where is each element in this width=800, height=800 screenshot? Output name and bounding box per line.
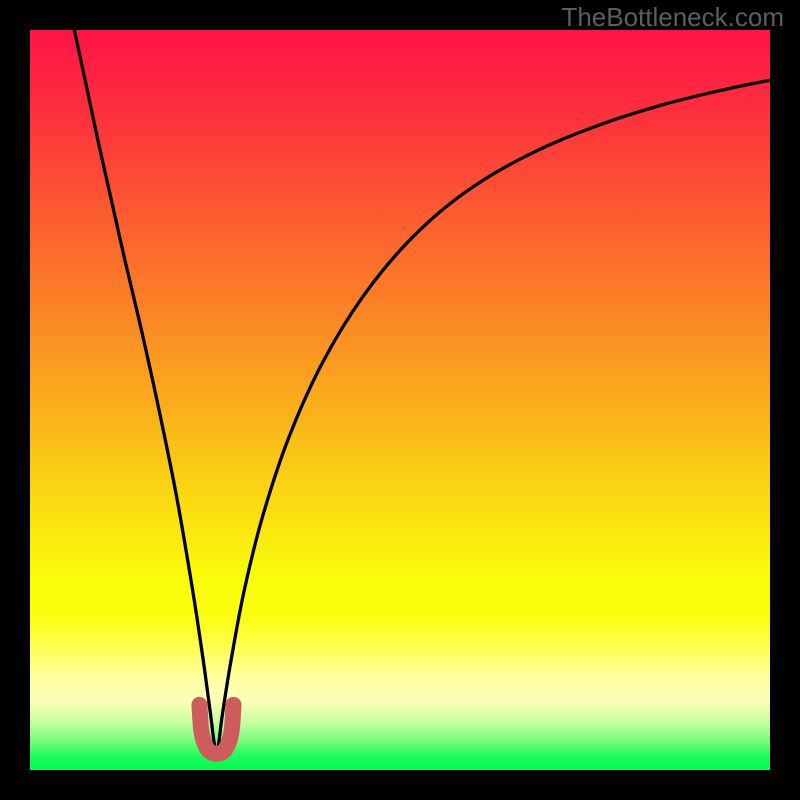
bottleneck-chart [30,30,770,770]
frame-left [0,0,30,800]
frame-bottom [0,770,800,800]
watermark-text: TheBottleneck.com [561,2,784,33]
frame-right [770,0,800,800]
gradient-background [30,30,770,770]
chart-stage: TheBottleneck.com [0,0,800,800]
